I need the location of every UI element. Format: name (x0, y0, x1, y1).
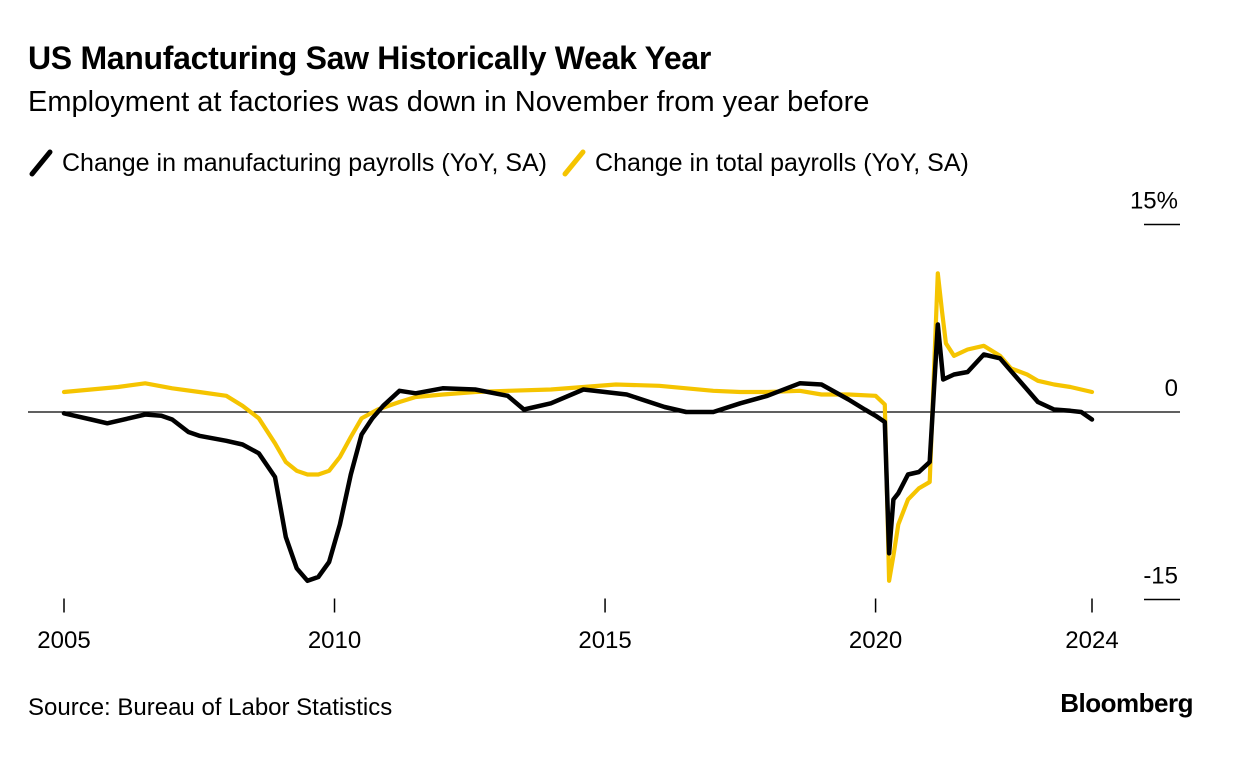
legend-swatch-total-icon (562, 149, 586, 177)
y-tick-label: 15% (1130, 188, 1178, 215)
x-tick-label: 2005 (37, 627, 90, 654)
series-line-total (61, 271, 1095, 583)
legend-label-manufacturing: Change in manufacturing payrolls (YoY, S… (62, 148, 548, 177)
legend-label-total: Change in total payrolls (YoY, SA) (595, 148, 969, 177)
chart-subtitle: Employment at factories was down in Nove… (28, 86, 870, 118)
x-tick-label: 2020 (849, 627, 902, 654)
chart-title: US Manufacturing Saw Historically Weak Y… (28, 40, 712, 76)
x-tick-label: 2010 (308, 627, 361, 654)
x-tick-label: 2024 (1065, 627, 1118, 654)
x-tick-label: 2015 (578, 627, 631, 654)
legend-item-manufacturing: Change in manufacturing payrolls (YoY, S… (28, 148, 547, 178)
axis-layer (28, 223, 1180, 613)
series-line-manufacturing (61, 322, 1095, 584)
legend-swatch-manufacturing-icon (29, 149, 53, 177)
source-note: Source: Bureau of Labor Statistics (28, 694, 393, 721)
series-layer (61, 271, 1095, 584)
label-layer: 15% 0 -15 2005 2010 2015 2020 2024 (37, 188, 1178, 655)
y-tick-label: 0 (1165, 375, 1178, 402)
legend-item-total: Change in total payrolls (YoY, SA) (561, 148, 969, 178)
chart-legend: Change in manufacturing payrolls (YoY, S… (28, 146, 983, 180)
y-tick-label: -15 (1143, 563, 1178, 590)
bloomberg-logo: Bloomberg (1060, 688, 1193, 718)
